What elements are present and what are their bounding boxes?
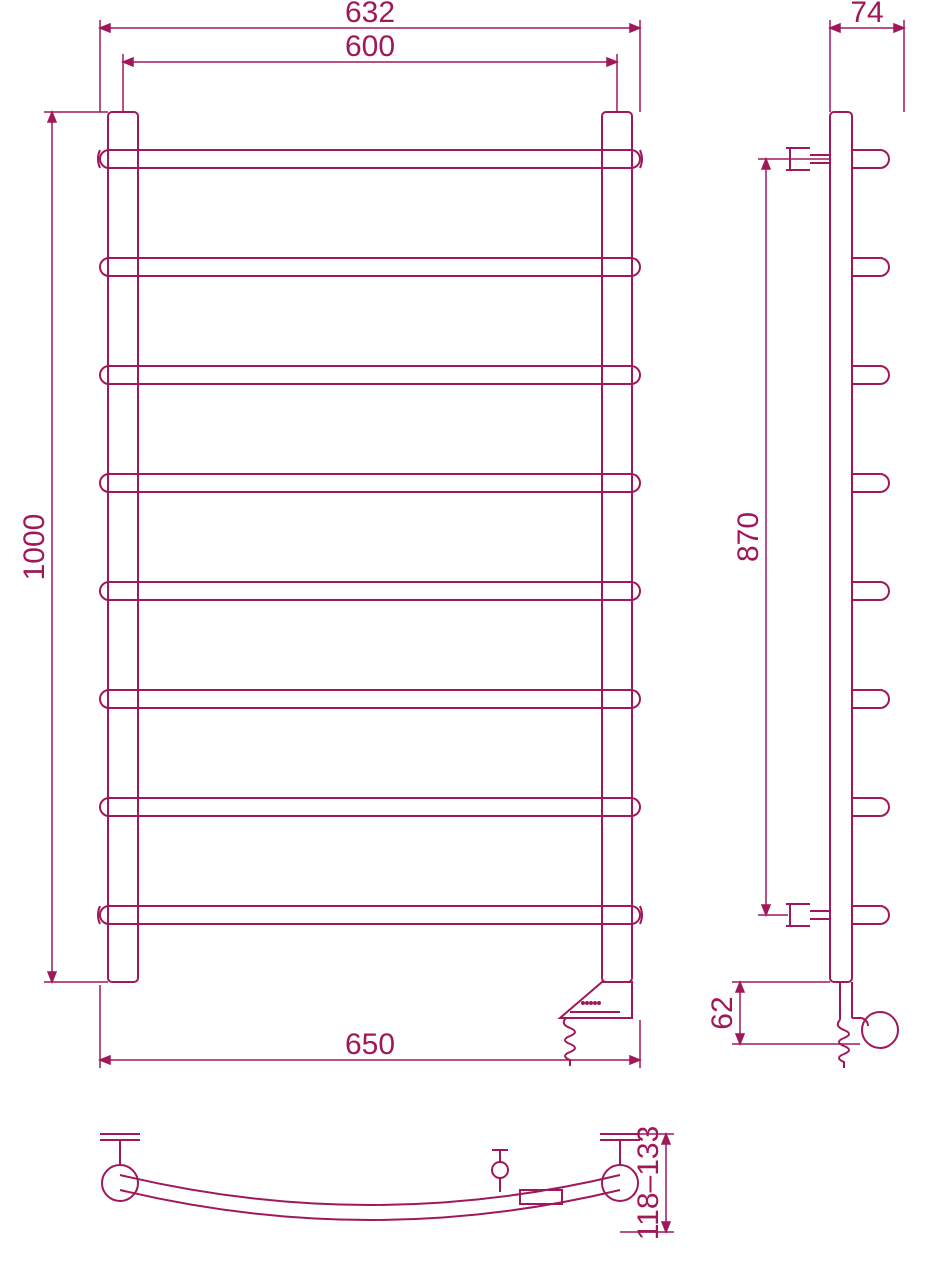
dimension-labels: 632 600 74 1000 870 650 62 118–133 — [18, 0, 884, 1240]
technical-drawing: 632 600 74 1000 870 650 62 118–133 — [0, 0, 925, 1280]
rungs — [100, 150, 640, 924]
label-650: 650 — [345, 1028, 395, 1061]
label-632: 632 — [345, 0, 395, 29]
side-rung-ends — [852, 150, 889, 924]
dim-74 — [830, 20, 904, 112]
label-1000: 1000 — [18, 514, 51, 581]
label-62: 62 — [706, 996, 739, 1029]
side-brackets — [786, 148, 830, 926]
dim-870 — [758, 159, 830, 915]
top-view — [100, 1134, 640, 1220]
label-600: 600 — [345, 30, 395, 63]
heating-element — [560, 982, 632, 1066]
label-118-133: 118–133 — [632, 1126, 665, 1241]
dim-1000 — [44, 112, 108, 982]
label-870: 870 — [732, 512, 765, 562]
side-connector — [838, 982, 898, 1068]
label-74: 74 — [850, 0, 883, 29]
front-view — [98, 112, 642, 1066]
side-view — [786, 112, 898, 1068]
